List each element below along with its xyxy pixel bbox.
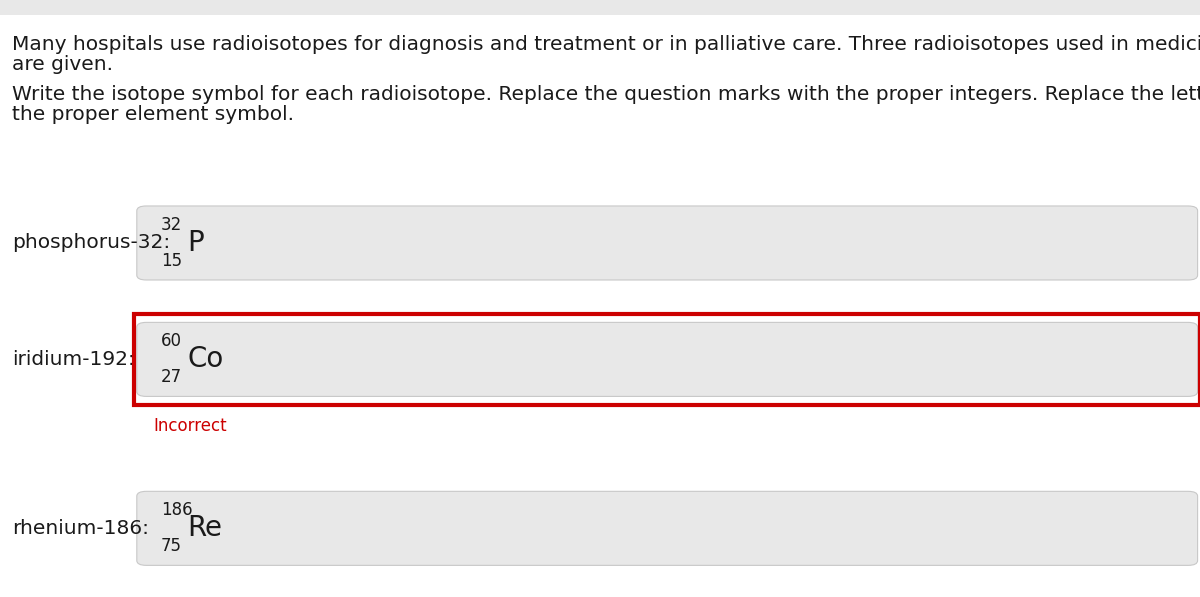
Text: the proper element symbol.: the proper element symbol. — [12, 105, 294, 124]
Text: 186: 186 — [161, 501, 192, 519]
Text: iridium-192:: iridium-192: — [12, 350, 134, 369]
Text: 60: 60 — [161, 333, 182, 350]
Text: are given.: are given. — [12, 55, 113, 74]
Text: Co: Co — [187, 346, 223, 373]
Text: P: P — [187, 229, 204, 257]
Text: 32: 32 — [161, 216, 182, 234]
Text: 15: 15 — [161, 252, 182, 270]
Text: Re: Re — [187, 515, 222, 542]
Text: 27: 27 — [161, 368, 182, 386]
Text: Incorrect: Incorrect — [154, 417, 227, 435]
Text: phosphorus-32:: phosphorus-32: — [12, 233, 170, 253]
Text: Many hospitals use radioisotopes for diagnosis and treatment or in palliative ca: Many hospitals use radioisotopes for dia… — [12, 35, 1200, 54]
Text: Write the isotope symbol for each radioisotope. Replace the question marks with : Write the isotope symbol for each radioi… — [12, 85, 1200, 104]
Text: 75: 75 — [161, 537, 182, 555]
Text: rhenium-186:: rhenium-186: — [12, 519, 149, 538]
